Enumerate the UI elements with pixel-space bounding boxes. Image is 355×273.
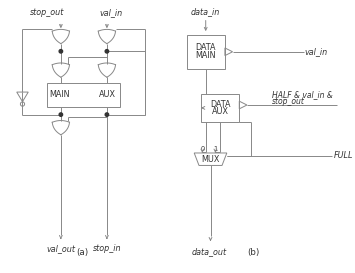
Text: DATA: DATA [210,100,230,109]
Text: val_in: val_in [99,8,122,17]
Text: MUX: MUX [201,155,220,164]
Text: DATA: DATA [196,43,216,52]
Text: data_out: data_out [192,247,227,256]
Text: stop_out: stop_out [30,8,65,17]
Text: 0: 0 [200,146,204,152]
Text: FULL: FULL [333,151,353,160]
Circle shape [105,50,109,53]
Text: stop_out: stop_out [272,97,305,106]
Circle shape [59,50,62,53]
Polygon shape [194,153,227,165]
Text: HALF & val_in &: HALF & val_in & [272,90,333,99]
Text: AUX: AUX [212,107,229,116]
Bar [201,94,239,122]
Text: MAIN: MAIN [50,90,70,99]
Circle shape [105,113,109,116]
Text: AUX: AUX [99,90,116,99]
Bar [48,83,120,107]
Bar [186,35,225,69]
Text: stop_in: stop_in [93,244,121,253]
Text: 1: 1 [213,146,218,152]
Circle shape [59,113,62,116]
Text: data_in: data_in [191,7,220,16]
Text: (a): (a) [76,248,88,257]
Text: (b): (b) [247,248,260,257]
Text: val_in: val_in [305,47,328,56]
Text: MAIN: MAIN [196,51,216,60]
Text: val_out: val_out [47,244,75,253]
